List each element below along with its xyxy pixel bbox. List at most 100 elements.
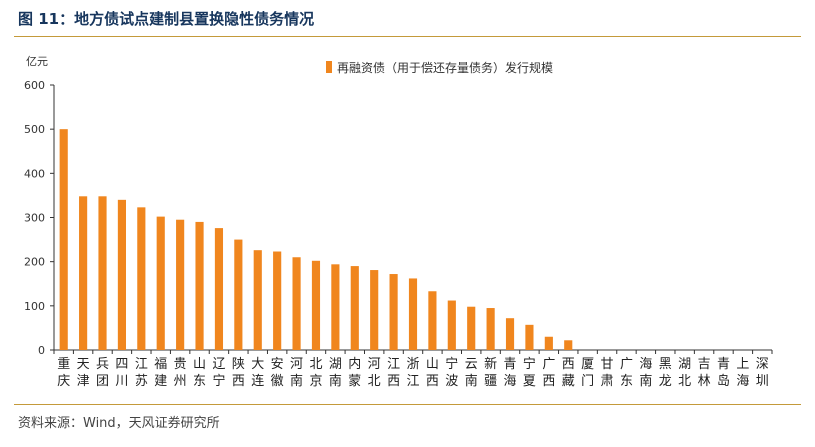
x-tick-label: 贵 bbox=[174, 357, 187, 372]
x-tick-label: 门 bbox=[581, 374, 594, 389]
x-tick-label: 津 bbox=[77, 374, 90, 389]
x-tick-label: 湖 bbox=[678, 357, 691, 372]
bar bbox=[544, 336, 553, 350]
y-tick-label: 400 bbox=[24, 167, 45, 180]
x-tick-label: 安 bbox=[271, 357, 284, 372]
x-tick-label: 庆 bbox=[57, 374, 70, 389]
x-tick-label: 陕 bbox=[232, 357, 245, 372]
bar bbox=[176, 219, 185, 350]
x-tick-label: 建 bbox=[154, 374, 167, 389]
x-tick-label: 龙 bbox=[659, 374, 672, 389]
x-tick-label: 江 bbox=[387, 357, 400, 372]
x-tick-label: 海 bbox=[736, 374, 749, 389]
x-tick-label: 东 bbox=[620, 374, 633, 389]
x-tick-label: 北 bbox=[309, 357, 322, 372]
x-tick-label: 北 bbox=[368, 374, 381, 389]
x-tick-label: 江 bbox=[406, 374, 419, 389]
x-tick-label: 连 bbox=[251, 373, 264, 389]
bar bbox=[214, 228, 224, 350]
x-tick-label: 川 bbox=[115, 374, 128, 389]
x-tick-label: 疆 bbox=[484, 374, 497, 389]
bar bbox=[370, 270, 379, 350]
bar bbox=[273, 251, 282, 350]
x-tick-label: 圳 bbox=[756, 374, 769, 389]
x-tick-label: 蒙 bbox=[348, 374, 361, 389]
x-tick-label: 岛 bbox=[717, 373, 730, 389]
bar bbox=[79, 196, 88, 350]
x-axis bbox=[53, 349, 773, 354]
x-tick-label: 藏 bbox=[562, 374, 575, 389]
x-tick-label: 宁 bbox=[212, 373, 225, 389]
x-tick-label: 南 bbox=[465, 373, 478, 389]
x-tick-label: 浙 bbox=[406, 357, 419, 372]
x-tick-label: 江 bbox=[135, 357, 148, 372]
bar bbox=[292, 257, 301, 350]
source-rule bbox=[14, 404, 801, 405]
bar bbox=[98, 196, 107, 350]
x-tick-label: 云 bbox=[465, 357, 478, 372]
x-tick-label: 辽 bbox=[212, 357, 225, 372]
bar bbox=[428, 291, 437, 350]
x-tick-label: 西 bbox=[387, 374, 400, 389]
x-tick-label: 黑 bbox=[659, 357, 672, 372]
bar-chart: 亿元 再融资债（用于偿还存量债务）发行规模 0 100 200 300 400 500 60… bbox=[24, 55, 773, 389]
y-tick-label: 100 bbox=[24, 300, 45, 313]
x-tick-label: 青 bbox=[504, 357, 517, 372]
x-tick-label: 徽 bbox=[271, 374, 284, 389]
x-tick-label: 宁 bbox=[445, 356, 458, 372]
x-tick-label: 西 bbox=[232, 374, 245, 389]
bar bbox=[311, 260, 321, 350]
figure-title: 图 11：地方债试点建制县置换隐性债务情况 bbox=[18, 10, 315, 28]
x-tick-label: 西 bbox=[542, 374, 555, 389]
x-tick-label: 湖 bbox=[329, 357, 342, 372]
bar bbox=[234, 239, 243, 350]
legend-label: 再融资债（用于偿还存量债务）发行规模 bbox=[337, 60, 553, 75]
x-tick-label: 海 bbox=[504, 374, 517, 389]
bar bbox=[467, 306, 476, 350]
x-tick-label: 波 bbox=[445, 374, 458, 389]
y-tick-label: 0 bbox=[38, 344, 45, 357]
y-tick-label: 500 bbox=[24, 123, 45, 136]
x-tick-label: 青 bbox=[717, 357, 730, 372]
x-tick-label: 宁 bbox=[523, 356, 536, 372]
x-tick-label: 西 bbox=[562, 357, 575, 372]
bar bbox=[505, 318, 515, 350]
x-tick-labels: 重庆天津兵团四川江苏福建贵州山东辽宁陕西大连安徽河南北京湖南内蒙河北江西浙江山西… bbox=[57, 356, 769, 389]
y-tick-label: 200 bbox=[24, 256, 45, 269]
x-tick-label: 甘 bbox=[601, 357, 614, 372]
x-tick-label: 林 bbox=[698, 374, 711, 389]
x-tick-label: 北 bbox=[678, 374, 691, 389]
x-tick-label: 四 bbox=[115, 357, 128, 372]
x-tick-label: 河 bbox=[368, 357, 381, 372]
x-tick-label: 肃 bbox=[601, 374, 614, 389]
x-tick-label: 山 bbox=[193, 357, 206, 372]
y-axis-label: 亿元 bbox=[26, 55, 48, 68]
x-tick-label: 新 bbox=[484, 356, 497, 372]
y-tick-label: 600 bbox=[24, 79, 45, 92]
x-tick-label: 大 bbox=[251, 357, 264, 372]
x-tick-label: 上 bbox=[736, 357, 749, 372]
x-tick-label: 州 bbox=[174, 374, 187, 389]
x-tick-label: 苏 bbox=[135, 373, 148, 389]
bar bbox=[564, 340, 573, 350]
x-tick-label: 南 bbox=[329, 373, 342, 389]
x-tick-label: 河 bbox=[290, 357, 303, 372]
x-tick-label: 南 bbox=[290, 373, 303, 389]
bar bbox=[59, 129, 68, 350]
x-tick-label: 西 bbox=[426, 374, 439, 389]
bar bbox=[525, 324, 534, 350]
y-axis: 0 100 200 300 400 500 600 bbox=[24, 79, 55, 357]
x-tick-label: 厦 bbox=[581, 357, 594, 372]
x-tick-label: 兵 bbox=[96, 357, 109, 372]
x-tick-label: 吉 bbox=[698, 357, 711, 372]
bar bbox=[117, 199, 126, 350]
title-rule bbox=[14, 36, 801, 37]
bar bbox=[137, 207, 146, 350]
x-tick-label: 福 bbox=[154, 357, 167, 372]
x-tick-label: 内 bbox=[348, 356, 361, 372]
x-tick-label: 团 bbox=[96, 374, 109, 389]
x-tick-label: 天 bbox=[77, 357, 90, 372]
bars bbox=[59, 129, 573, 350]
source-note: 资料来源：Wind，天风证券研究所 bbox=[18, 416, 220, 431]
bar bbox=[389, 274, 398, 350]
